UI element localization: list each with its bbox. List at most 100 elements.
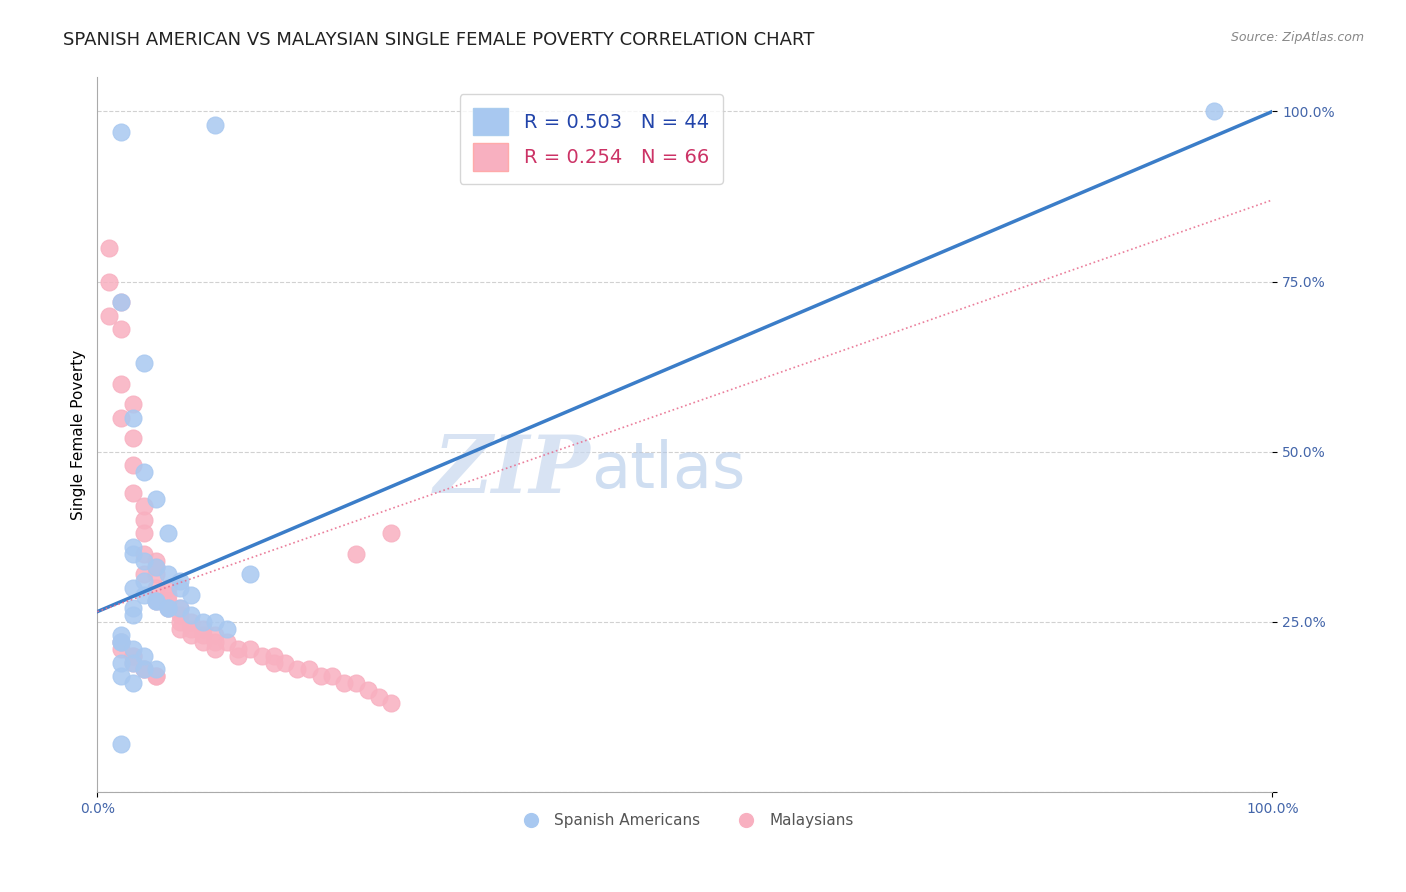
Point (298, 663, 321, 677)
Point (121, 656, 143, 670)
Point (134, 526, 156, 541)
Point (145, 594, 167, 608)
Point (134, 663, 156, 677)
Point (169, 615, 191, 629)
Point (169, 581, 191, 595)
Point (263, 648, 285, 663)
Point (110, 125, 132, 139)
Point (285, 663, 308, 677)
Point (121, 648, 143, 663)
Point (134, 465, 156, 479)
Point (1202, 104, 1225, 119)
Point (204, 118, 226, 132)
Point (110, 737, 132, 751)
Point (145, 560, 167, 574)
Point (110, 295, 132, 310)
Point (228, 648, 250, 663)
Point (145, 492, 167, 507)
Point (121, 581, 143, 595)
Point (191, 635, 214, 649)
Point (98, 241, 121, 255)
Point (215, 635, 238, 649)
Point (134, 553, 156, 567)
Point (169, 601, 191, 615)
Point (344, 547, 367, 561)
Point (156, 581, 179, 595)
Point (110, 635, 132, 649)
Point (121, 397, 143, 411)
Point (121, 458, 143, 473)
Point (110, 635, 132, 649)
Point (333, 676, 356, 690)
Point (121, 642, 143, 657)
Legend: Spanish Americans, Malaysians: Spanish Americans, Malaysians (510, 807, 859, 834)
Point (121, 656, 143, 670)
Point (110, 635, 132, 649)
Point (134, 547, 156, 561)
Point (204, 635, 226, 649)
Text: SPANISH AMERICAN VS MALAYSIAN SINGLE FEMALE POVERTY CORRELATION CHART: SPANISH AMERICAN VS MALAYSIAN SINGLE FEM… (63, 31, 814, 49)
Point (321, 669, 343, 683)
Point (110, 642, 132, 657)
Point (134, 663, 156, 677)
Point (204, 628, 226, 642)
Point (110, 295, 132, 310)
Point (180, 622, 202, 636)
Point (110, 376, 132, 391)
Point (239, 642, 262, 657)
Point (191, 615, 214, 629)
Point (309, 669, 332, 683)
Point (110, 656, 132, 670)
Point (228, 642, 250, 657)
Point (250, 648, 273, 663)
Point (145, 553, 167, 567)
Point (110, 628, 132, 642)
Point (263, 656, 285, 670)
Point (145, 560, 167, 574)
Point (145, 669, 167, 683)
Point (121, 431, 143, 445)
Point (98, 275, 121, 289)
Point (145, 669, 167, 683)
Point (204, 642, 226, 657)
Point (121, 540, 143, 554)
Point (380, 526, 402, 541)
Point (121, 547, 143, 561)
Point (134, 567, 156, 582)
Point (169, 607, 191, 622)
Text: Source: ZipAtlas.com: Source: ZipAtlas.com (1230, 31, 1364, 45)
Point (121, 648, 143, 663)
Point (180, 628, 202, 642)
Point (134, 574, 156, 588)
Point (180, 615, 202, 629)
Point (274, 656, 297, 670)
Point (156, 567, 179, 582)
Point (380, 697, 402, 711)
Point (169, 574, 191, 588)
Point (134, 499, 156, 513)
Text: ZIP: ZIP (434, 432, 591, 509)
Point (368, 690, 391, 704)
Point (215, 622, 238, 636)
Point (121, 676, 143, 690)
Point (110, 322, 132, 336)
Point (156, 594, 179, 608)
Point (134, 513, 156, 527)
Point (121, 410, 143, 425)
Point (121, 607, 143, 622)
Point (180, 588, 202, 602)
Point (156, 601, 179, 615)
Point (145, 581, 167, 595)
Point (134, 588, 156, 602)
Point (169, 601, 191, 615)
Point (191, 628, 214, 642)
Point (156, 526, 179, 541)
Point (145, 663, 167, 677)
Point (134, 648, 156, 663)
Point (145, 594, 167, 608)
Point (169, 622, 191, 636)
Point (134, 356, 156, 370)
Point (98, 309, 121, 323)
Point (356, 682, 378, 697)
Y-axis label: Single Female Poverty: Single Female Poverty (72, 350, 86, 520)
